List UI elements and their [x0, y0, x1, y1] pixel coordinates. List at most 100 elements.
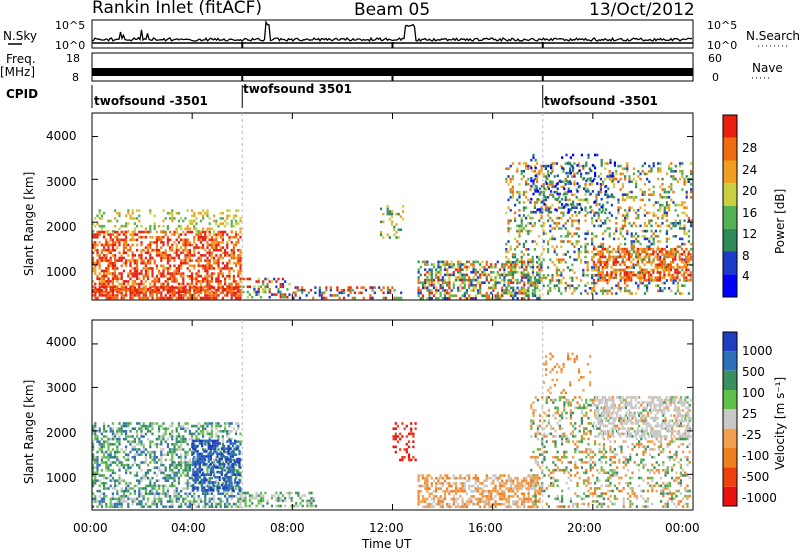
velocity-cell	[118, 500, 121, 503]
power-cell	[494, 294, 497, 297]
power-cell	[617, 255, 620, 259]
power-cell	[550, 210, 553, 214]
power-cell	[619, 263, 622, 266]
power-cell	[643, 292, 646, 295]
power-cell	[235, 219, 238, 223]
power-cell	[534, 286, 537, 290]
velocity-cell	[133, 427, 136, 430]
power-cell	[512, 297, 515, 300]
power-cell	[397, 228, 400, 231]
velocity-cell	[239, 432, 242, 436]
velocity-cell	[180, 427, 183, 430]
velocity-cell	[153, 458, 156, 462]
velocity-cell	[118, 482, 121, 485]
velocity-cell	[116, 463, 119, 467]
power-cell	[661, 266, 664, 269]
nsky-label: N.Sky	[3, 29, 38, 43]
power-cell	[219, 282, 222, 286]
velocity-cell	[127, 463, 130, 467]
power-cell	[206, 280, 209, 283]
power-cell	[652, 232, 655, 235]
power-cell	[323, 291, 326, 295]
power-cell	[140, 272, 143, 275]
power-cell	[459, 276, 462, 279]
power-cell	[540, 190, 543, 194]
power-cell	[643, 224, 646, 228]
velocity-cell	[92, 443, 95, 446]
velocity-cell	[103, 497, 106, 501]
velocity-cell	[175, 500, 178, 503]
velocity-cell	[105, 435, 108, 438]
power-cell	[607, 195, 610, 198]
velocity-cell	[164, 492, 167, 495]
power-cell	[164, 230, 167, 234]
power-cell	[452, 286, 455, 290]
power-cell	[580, 153, 583, 157]
power-cell	[534, 281, 537, 284]
power-cell	[560, 279, 563, 282]
velocity-cell	[175, 435, 178, 438]
power-cell	[566, 250, 569, 254]
power-cell	[520, 219, 523, 222]
power-cell	[430, 271, 433, 274]
power-cell	[114, 277, 117, 281]
power-cell	[555, 268, 558, 272]
power-cell	[558, 196, 561, 199]
velocity-cell	[125, 448, 128, 451]
velocity-cell	[210, 435, 213, 438]
power-cell	[542, 172, 545, 176]
velocity-cell	[184, 450, 187, 454]
power-cell	[213, 233, 216, 236]
power-cell	[681, 211, 684, 215]
power-cell	[202, 227, 205, 231]
power-cell	[652, 193, 655, 196]
power-cell	[202, 267, 205, 270]
velocity-cell	[153, 497, 156, 501]
velocity-cell	[169, 435, 172, 438]
power-cell	[628, 258, 631, 261]
power-cell	[96, 248, 99, 252]
power-cell	[400, 291, 403, 295]
power-cell	[448, 291, 451, 295]
power-cell	[536, 242, 539, 246]
velocity-cell	[138, 492, 141, 495]
power-cell	[177, 269, 180, 273]
velocity-cell	[186, 450, 189, 454]
power-cell	[450, 265, 453, 269]
power-cell	[560, 292, 563, 295]
power-cell	[624, 219, 627, 222]
power-cell	[613, 232, 616, 235]
velocity-cell	[235, 458, 238, 462]
power-cell	[588, 183, 591, 186]
power-cell	[432, 286, 436, 290]
power-cell	[158, 238, 161, 242]
power-cell	[208, 222, 211, 225]
power-cell	[652, 190, 655, 194]
velocity-cell	[155, 492, 158, 495]
power-cell	[523, 271, 526, 274]
power-cell	[595, 281, 598, 285]
velocity-cell	[127, 453, 130, 456]
power-cell	[639, 273, 642, 277]
power-cell	[230, 286, 233, 289]
power-cell	[601, 247, 604, 251]
power-cell	[155, 287, 158, 291]
power-cell	[443, 260, 447, 264]
velocity-cell	[209, 473, 212, 476]
power-cell	[661, 247, 664, 251]
power-cell	[109, 261, 112, 265]
velocity-cell	[127, 458, 130, 462]
power-cell	[602, 209, 605, 212]
power-cell	[461, 263, 464, 266]
power-cell	[610, 214, 613, 217]
power-cell	[169, 238, 172, 242]
power-cell	[624, 193, 627, 196]
power-cell	[133, 227, 136, 231]
power-cell	[109, 238, 112, 242]
power-cell	[224, 219, 227, 223]
power-cell	[614, 263, 617, 266]
power-cell	[533, 222, 536, 225]
power-cell	[242, 277, 245, 281]
power-cell	[237, 256, 240, 260]
power-cell	[118, 256, 121, 260]
